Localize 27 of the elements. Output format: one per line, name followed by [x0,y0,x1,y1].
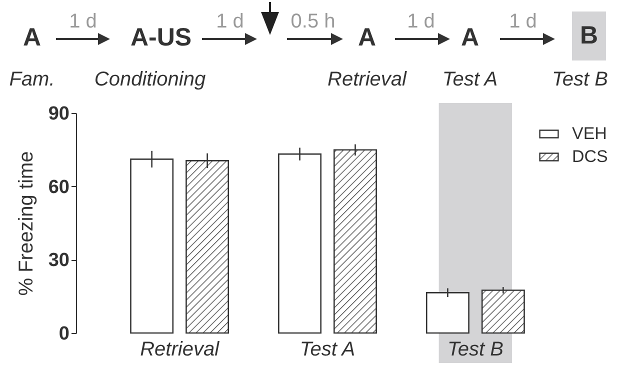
y-tick-label: 90 [48,104,70,124]
y-tick-label: 60 [48,176,70,198]
text: A [460,24,480,52]
x-tick-label: Test B [447,338,504,360]
text: A-US [130,24,192,52]
legend-label: DCS [572,147,608,166]
text: 1 d [216,10,244,34]
text: A [22,24,42,52]
x-tick-label: Test A [300,338,356,360]
x-tick-label: Retrieval [140,338,220,360]
text: Fam. [9,68,55,92]
text: Conditioning [94,68,206,92]
legend-label: VEH [572,124,607,143]
text: A [358,24,376,52]
text: Test B [552,68,608,92]
text: 1 d [407,10,435,34]
y-axis-title: % Freezing time [15,151,38,296]
text: Test A [442,68,498,92]
text: B [572,12,606,60]
text: 1 d [509,10,537,34]
text: 0.5 h [290,10,336,34]
text: Retrieval [328,68,406,92]
bar [426,292,470,334]
text: 1 d [69,10,97,34]
y-tick-label: 30 [48,250,70,272]
bar [481,290,525,334]
y-tick-label: 0 [58,324,70,344]
